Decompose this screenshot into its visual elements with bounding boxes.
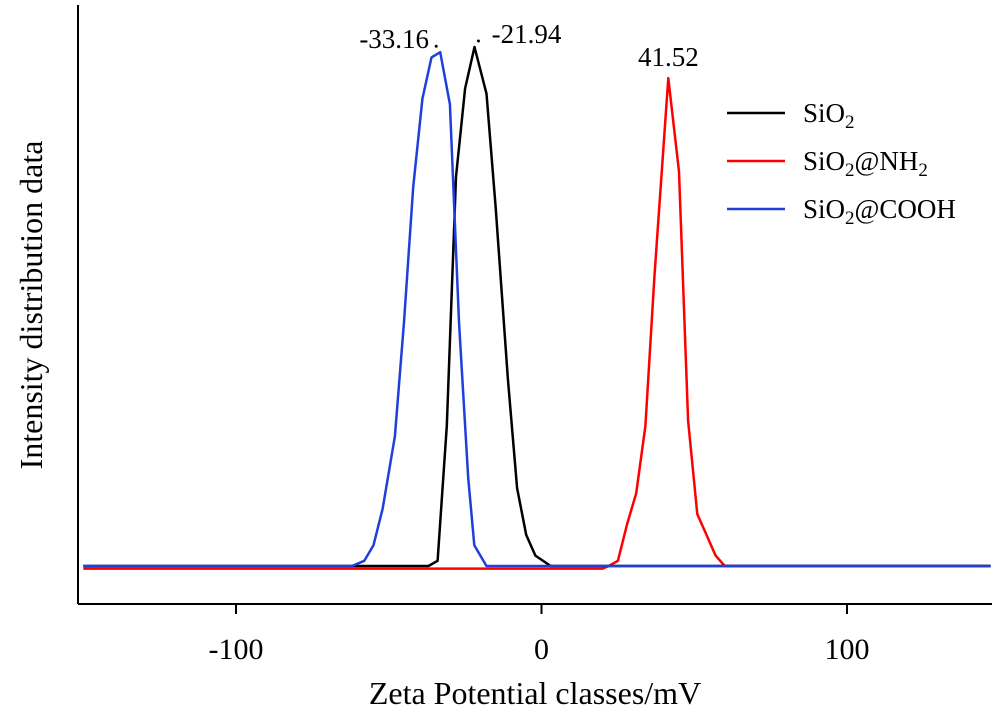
peak-label-2: 41.52 [638, 42, 699, 72]
x-tick-label-0: -100 [209, 633, 264, 666]
series-line-0 [83, 45, 991, 568]
peak-marker-0 [434, 44, 438, 48]
x-tick-labels: -100 0 100 [209, 633, 870, 666]
series-line-1 [83, 76, 991, 570]
peak-annotations: -33.16 -21.94 41.52 [359, 19, 698, 72]
peak-marker-1 [476, 39, 480, 43]
legend: SiO2 SiO2@NH2 SiO2@COOH [727, 98, 956, 229]
x-axis-title: Zeta Potential classes/mV [369, 675, 701, 711]
x-tick-label-1: 0 [534, 633, 549, 666]
series-layer [83, 45, 991, 570]
series-line-2 [83, 50, 991, 568]
legend-label-0: SiO2 [803, 98, 855, 133]
legend-label-1: SiO2@NH2 [803, 146, 928, 181]
peak-label-1: -21.94 [492, 19, 562, 49]
x-ticks [235, 604, 848, 614]
peak-label-0: -33.16 [359, 24, 429, 54]
y-axis-title: Intensity distribution data [13, 141, 49, 470]
x-tick-label-2: 100 [825, 633, 870, 666]
legend-label-2: SiO2@COOH [803, 194, 956, 229]
